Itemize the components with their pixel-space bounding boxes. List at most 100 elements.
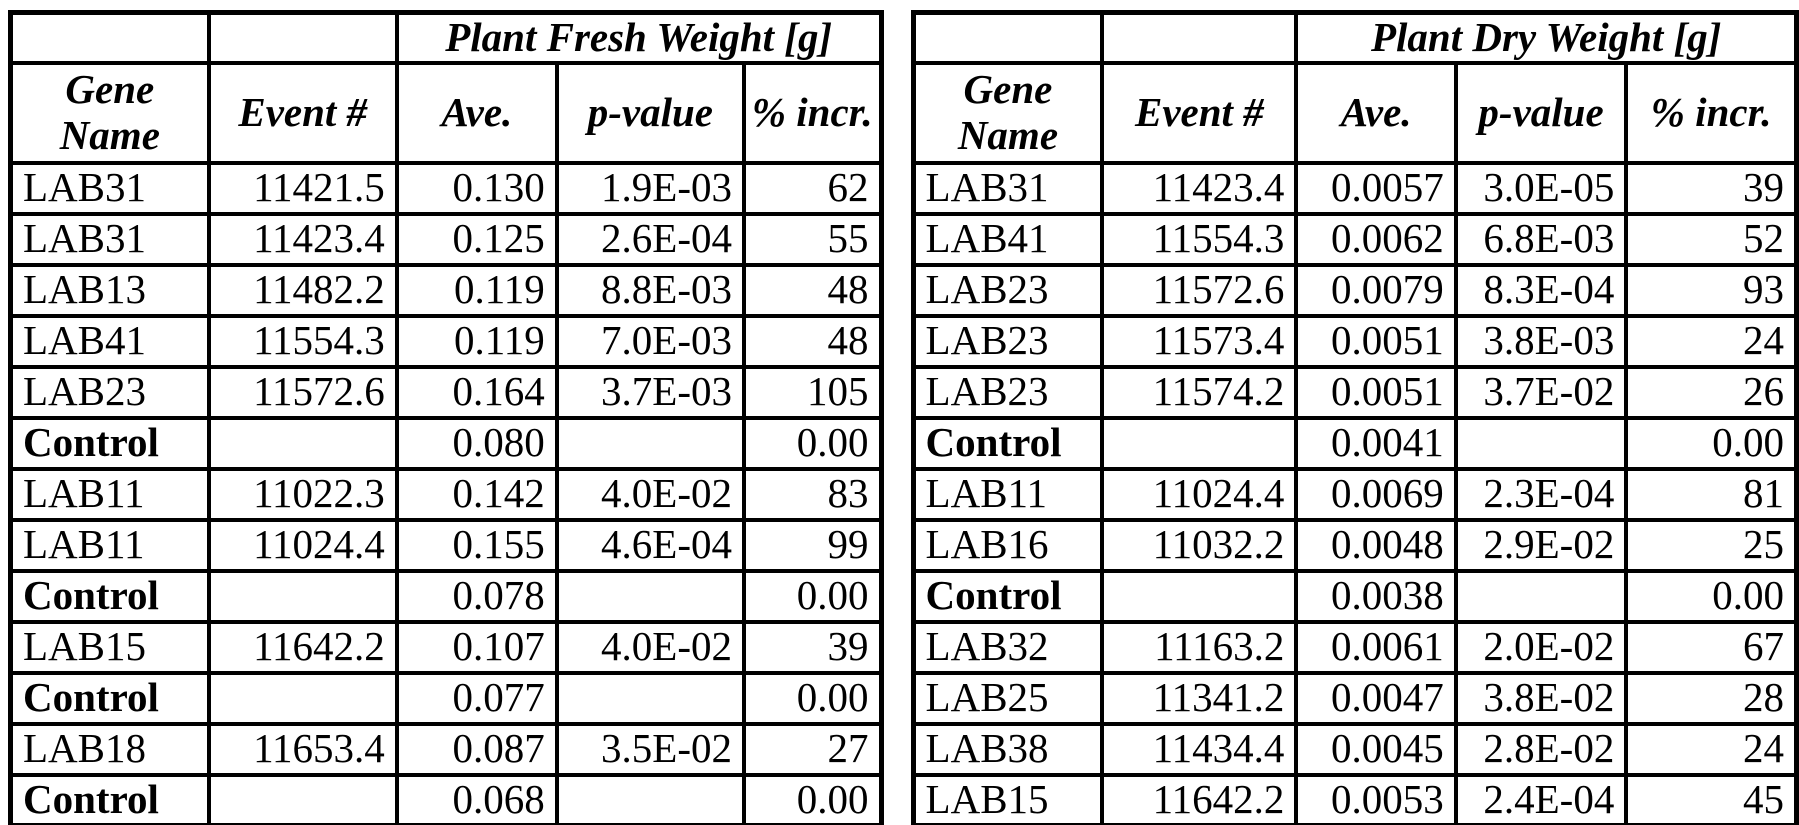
- percent-incr-cell: 0.00: [1624, 415, 1799, 471]
- p-value-cell: 1.9E-03: [554, 160, 747, 216]
- event-number-cell: [1100, 568, 1299, 624]
- event-number-cell: [206, 568, 399, 624]
- p-value-cell: [554, 568, 747, 624]
- ave-cell: 0.0047: [1294, 670, 1458, 726]
- table-row: LAB31 11421.5 0.130 1.9E-03 62: [8, 160, 884, 216]
- gene-name-cell: LAB11: [911, 466, 1105, 522]
- control-row: Control 0.0041 0.00: [911, 415, 1799, 471]
- percent-incr-cell: 52: [1624, 211, 1799, 267]
- empty-header-cell: [911, 10, 1105, 65]
- event-number-cell: 11572.6: [1100, 262, 1299, 318]
- percent-incr-cell: 83: [741, 466, 884, 522]
- fresh-weight-table: Plant Fresh Weight [g] Gene Name Event #…: [8, 10, 884, 825]
- p-value-cell: 2.0E-02: [1453, 619, 1629, 675]
- percent-incr-cell: 55: [741, 211, 884, 267]
- p-value-cell: 3.8E-03: [1453, 313, 1629, 369]
- percent-incr-cell: 39: [1624, 160, 1799, 216]
- gene-name-cell: Control: [8, 772, 211, 825]
- gene-name-cell: Control: [8, 670, 211, 726]
- p-value-cell: 3.0E-05: [1453, 160, 1629, 216]
- table-row: LAB15 11642.2 0.0053 2.4E-04 45: [911, 772, 1799, 825]
- table-group-title: Plant Fresh Weight [g]: [394, 10, 884, 65]
- table-row: LAB11 11022.3 0.142 4.0E-02 83: [8, 466, 884, 522]
- ave-cell: 0.125: [394, 211, 559, 267]
- column-header-row: Gene Name Event # Ave. p-value % incr.: [8, 60, 884, 165]
- ave-cell: 0.164: [394, 364, 559, 420]
- p-value-cell: 2.9E-02: [1453, 517, 1629, 573]
- p-value-cell: 2.3E-04: [1453, 466, 1629, 522]
- table-row: LAB31 11423.4 0.0057 3.0E-05 39: [911, 160, 1799, 216]
- gene-name-cell: LAB15: [911, 772, 1105, 825]
- gene-name-cell: LAB41: [911, 211, 1105, 267]
- ave-cell: 0.0045: [1294, 721, 1458, 777]
- p-value-cell: 3.7E-03: [554, 364, 747, 420]
- col-header-ave: Ave.: [1294, 60, 1458, 165]
- percent-incr-cell: 0.00: [741, 772, 884, 825]
- ave-cell: 0.0051: [1294, 313, 1458, 369]
- control-row: Control 0.068 0.00: [8, 772, 884, 825]
- ave-cell: 0.119: [394, 313, 559, 369]
- table-group-title: Plant Dry Weight [g]: [1294, 10, 1799, 65]
- event-number-cell: 11434.4: [1100, 721, 1299, 777]
- event-number-cell: 11554.3: [206, 313, 399, 369]
- ave-cell: 0.119: [394, 262, 559, 318]
- gene-name-cell: LAB13: [8, 262, 211, 318]
- event-number-cell: 11653.4: [206, 721, 399, 777]
- col-header-event: Event #: [1100, 60, 1299, 165]
- event-number-cell: [206, 772, 399, 825]
- event-number-cell: 11642.2: [1100, 772, 1299, 825]
- ave-cell: 0.077: [394, 670, 559, 726]
- p-value-cell: [554, 670, 747, 726]
- percent-incr-cell: 99: [741, 517, 884, 573]
- percent-incr-cell: 24: [1624, 313, 1799, 369]
- ave-cell: 0.142: [394, 466, 559, 522]
- p-value-cell: 2.8E-02: [1453, 721, 1629, 777]
- col-header-gene-name: Gene Name: [911, 60, 1105, 165]
- event-number-cell: 11024.4: [206, 517, 399, 573]
- percent-incr-cell: 62: [741, 160, 884, 216]
- p-value-cell: 6.8E-03: [1453, 211, 1629, 267]
- p-value-cell: [554, 772, 747, 825]
- p-value-cell: [1453, 568, 1629, 624]
- ave-cell: 0.0079: [1294, 262, 1458, 318]
- p-value-cell: 8.3E-04: [1453, 262, 1629, 318]
- percent-incr-cell: 81: [1624, 466, 1799, 522]
- p-value-cell: 8.8E-03: [554, 262, 747, 318]
- table-row: LAB13 11482.2 0.119 8.8E-03 48: [8, 262, 884, 318]
- gene-name-cell: LAB31: [8, 160, 211, 216]
- percent-incr-cell: 0.00: [1624, 568, 1799, 624]
- table-row: LAB23 11572.6 0.164 3.7E-03 105: [8, 364, 884, 420]
- ave-cell: 0.0057: [1294, 160, 1458, 216]
- p-value-cell: [1453, 415, 1629, 471]
- ave-cell: 0.0069: [1294, 466, 1458, 522]
- gene-name-cell: LAB23: [911, 262, 1105, 318]
- event-number-cell: 11574.2: [1100, 364, 1299, 420]
- gene-name-cell: LAB41: [8, 313, 211, 369]
- table-row: LAB32 11163.2 0.0061 2.0E-02 67: [911, 619, 1799, 675]
- gene-name-cell: LAB31: [911, 160, 1105, 216]
- percent-incr-cell: 45: [1624, 772, 1799, 825]
- event-number-cell: 11421.5: [206, 160, 399, 216]
- event-number-cell: 11572.6: [206, 364, 399, 420]
- percent-incr-cell: 0.00: [741, 415, 884, 471]
- gene-name-cell: LAB16: [911, 517, 1105, 573]
- percent-incr-cell: 105: [741, 364, 884, 420]
- event-number-cell: 11482.2: [206, 262, 399, 318]
- event-number-cell: [206, 415, 399, 471]
- p-value-cell: 4.0E-02: [554, 466, 747, 522]
- event-number-cell: 11163.2: [1100, 619, 1299, 675]
- event-number-cell: 11423.4: [1100, 160, 1299, 216]
- p-value-cell: 2.4E-04: [1453, 772, 1629, 825]
- event-number-cell: 11024.4: [1100, 466, 1299, 522]
- percent-incr-cell: 0.00: [741, 568, 884, 624]
- event-number-cell: [1100, 415, 1299, 471]
- p-value-cell: [554, 415, 747, 471]
- control-row: Control 0.080 0.00: [8, 415, 884, 471]
- percent-incr-cell: 0.00: [741, 670, 884, 726]
- gene-name-cell: Control: [911, 415, 1105, 471]
- ave-cell: 0.0051: [1294, 364, 1458, 420]
- percent-incr-cell: 28: [1624, 670, 1799, 726]
- table-row: LAB23 11574.2 0.0051 3.7E-02 26: [911, 364, 1799, 420]
- gene-name-cell: LAB15: [8, 619, 211, 675]
